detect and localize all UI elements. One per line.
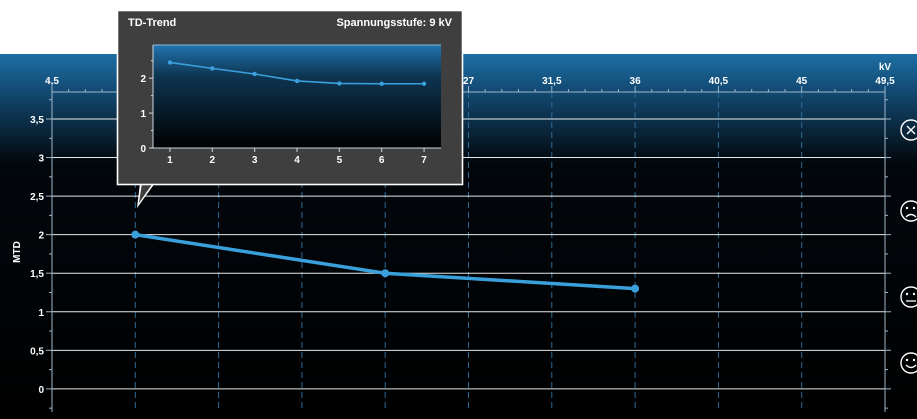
tooltip-subtitle: Spannungsstufe: 9 kV	[336, 17, 452, 29]
inset-data-point	[337, 81, 342, 86]
inset-x-tick-labels: 1 2 3 4 5 6 7	[167, 155, 427, 166]
inset-x-tick-label: 2	[210, 155, 216, 166]
inset-x-tick-label: 5	[337, 155, 343, 166]
y-tick-label: 2	[38, 231, 44, 242]
inset-data-point	[294, 78, 300, 84]
inset-tick-marks	[149, 60, 425, 152]
inset-y-tick-labels: 0 1 2	[140, 74, 146, 155]
y-tick-labels: 0 0,5 1 1,5 2 2,5 3 3,5	[30, 115, 44, 396]
y-tick-label: 3	[38, 154, 44, 165]
mtd-data-point[interactable]	[381, 269, 390, 278]
inset-data-point	[379, 81, 384, 86]
x-tick-label: 31,5	[542, 76, 562, 87]
inset-y-tick-label: 1	[140, 109, 146, 120]
x-tick-label: 49,5	[875, 76, 895, 87]
inset-data-point	[421, 81, 427, 86]
y-tick-label: 1	[38, 308, 44, 319]
x-tick-label: 40,5	[709, 76, 729, 87]
tooltip-title: TD-Trend	[128, 17, 176, 29]
inset-data-point	[210, 66, 215, 71]
y-axis-label: MTD	[12, 241, 23, 263]
y-tick-label: 2,5	[30, 192, 44, 203]
inset-x-tick-label: 3	[252, 155, 258, 166]
x-tick-label: 27	[463, 76, 475, 87]
y-tick-label: 1,5	[30, 269, 44, 280]
horizontal-grid	[52, 118, 885, 390]
y-tick-label: 3,5	[30, 115, 44, 126]
y-tick-label: 0	[38, 385, 44, 396]
inset-x-tick-label: 6	[379, 155, 385, 166]
x-tick-label: 4,5	[45, 76, 59, 87]
x-unit-label: kV	[879, 62, 892, 73]
inset-y-tick-label: 0	[140, 144, 146, 155]
sad-face-icon	[900, 200, 917, 222]
happy-face-icon	[900, 352, 917, 374]
neutral-face-icon	[900, 286, 917, 308]
inset-y-tick-label: 2	[140, 74, 146, 85]
x-tick-label: 36	[630, 76, 642, 87]
inset-x-tick-label: 4	[294, 155, 300, 166]
close-circle-icon[interactable]	[900, 119, 917, 141]
x-tick-label: 45	[796, 76, 808, 87]
mtd-data-point[interactable]	[131, 230, 140, 239]
inset-data-point	[167, 60, 173, 65]
mtd-series	[131, 230, 640, 293]
inset-plot-area	[153, 45, 441, 148]
td-trend-tooltip: TD-Trend Spannungsstufe: 9 kV 1 2 3 4 5 6 7 0 1…	[116, 9, 464, 208]
inset-data-point	[252, 71, 257, 77]
inset-x-tick-label: 7	[421, 155, 427, 166]
inset-trend-series	[167, 60, 427, 86]
mtd-data-point[interactable]	[631, 284, 640, 293]
inset-x-tick-label: 1	[167, 155, 173, 166]
y-tick-label: 0,5	[30, 346, 44, 357]
